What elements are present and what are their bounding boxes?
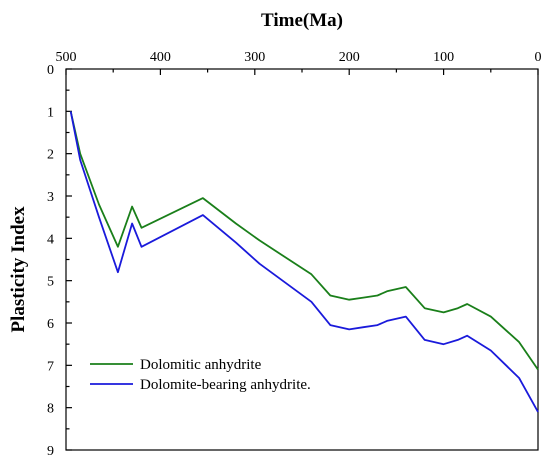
y-axis-title: Plasticity Index	[8, 206, 29, 333]
series-line-1	[69, 111, 539, 371]
y-axis-ticks: 0 1 2 3 4 5 6 7 8 9	[47, 63, 72, 459]
x-axis-title: Time(Ma)	[261, 10, 343, 31]
y-tick-label: 5	[47, 275, 54, 290]
x-tick-label: 500	[56, 50, 77, 65]
x-tick-label: 200	[339, 50, 360, 65]
series-lines	[69, 111, 539, 413]
x-tick-label: 300	[244, 50, 265, 65]
series-line-2	[69, 111, 539, 413]
y-tick-label: 4	[47, 232, 54, 247]
y-tick-label: 2	[47, 148, 54, 163]
y-tick-label: 7	[47, 359, 54, 374]
x-axis-ticks: 500 400 300 200 100 0	[56, 50, 542, 75]
y-tick-label: 9	[47, 444, 54, 459]
y-tick-label: 1	[47, 105, 54, 120]
x-tick-label: 0	[535, 50, 542, 65]
legend: Dolomitic anhydrite Dolomite-bearing anhy…	[90, 357, 311, 393]
y-tick-label: 6	[47, 317, 54, 332]
y-tick-label: 8	[47, 402, 54, 417]
y-tick-label: 0	[47, 63, 54, 78]
x-tick-label: 100	[433, 50, 454, 65]
x-tick-label: 400	[150, 50, 171, 65]
legend-label: Dolomitic anhydrite	[140, 357, 262, 373]
legend-label: Dolomite-bearing anhydrite.	[140, 377, 311, 393]
y-tick-label: 3	[47, 190, 54, 205]
